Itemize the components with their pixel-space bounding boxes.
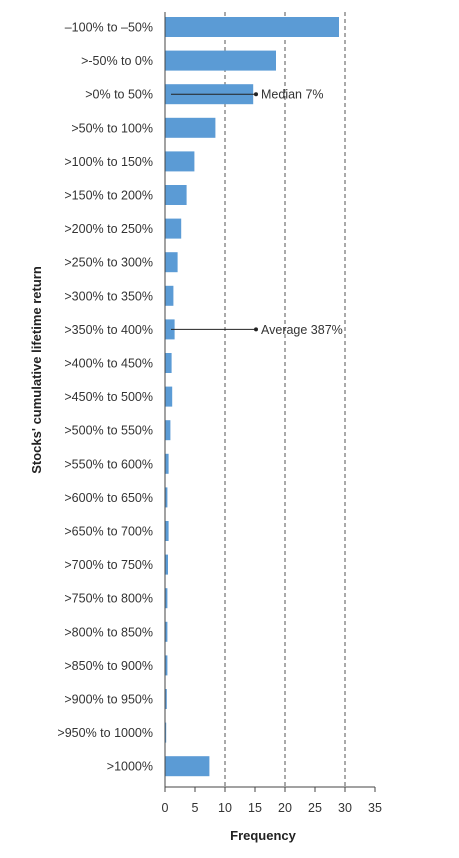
category-label-21: >950% to 1000%	[57, 726, 153, 740]
category-label-14: >600% to 650%	[64, 491, 153, 505]
category-label-8: >300% to 350%	[64, 289, 153, 303]
x-axis: 0 5 10 15 20 25 30 35	[162, 12, 382, 815]
bar-13	[165, 453, 169, 474]
category-label-6: >200% to 250%	[64, 222, 153, 236]
bar-9	[165, 319, 175, 340]
annotation-dot-0	[254, 92, 258, 97]
x-tick-label-30: 30	[338, 801, 352, 815]
category-label-5: >150% to 200%	[64, 189, 153, 203]
category-label-19: >850% to 900%	[64, 659, 153, 673]
x-tick-label-0: 0	[162, 801, 169, 815]
category-label-15: >650% to 700%	[64, 525, 153, 539]
category-label-16: >700% to 750%	[64, 558, 153, 572]
category-label-7: >250% to 300%	[64, 256, 153, 270]
bar-3	[165, 117, 216, 138]
category-label-11: >450% to 500%	[64, 390, 153, 404]
y-axis-title: Stocks' cumulative lifetime return	[29, 266, 44, 474]
annotation-label-0: Median 7%	[261, 88, 324, 102]
category-label-4: >100% to 150%	[64, 155, 153, 169]
category-label-18: >800% to 850%	[64, 625, 153, 639]
category-label-13: >550% to 600%	[64, 457, 153, 471]
category-label-10: >400% to 450%	[64, 357, 153, 371]
x-axis-title: Frequency	[230, 828, 297, 843]
category-label-9: >350% to 400%	[64, 323, 153, 337]
bar-12	[165, 420, 171, 441]
bar-19	[165, 655, 168, 676]
bar-18	[165, 621, 168, 642]
annotation-label-1: Average 387%	[261, 323, 343, 337]
category-label-20: >900% to 950%	[64, 693, 153, 707]
bar-11	[165, 386, 173, 407]
bar-17	[165, 588, 168, 609]
category-label-17: >750% to 800%	[64, 592, 153, 606]
x-tick-label-15: 15	[248, 801, 262, 815]
annotations: Median 7% Average 387%	[171, 88, 343, 337]
category-label-12: >500% to 550%	[64, 424, 153, 438]
gridlines	[224, 12, 346, 787]
x-tick-label-25: 25	[308, 801, 322, 815]
bar-14	[165, 487, 168, 508]
x-tick-label-20: 20	[278, 801, 292, 815]
bar-5	[165, 185, 187, 205]
bar-1	[165, 50, 276, 71]
bar-6	[165, 218, 182, 239]
x-tick-label-5: 5	[192, 801, 199, 815]
bar-21	[165, 722, 167, 743]
bar-4	[165, 151, 195, 172]
category-label-0: –100% to –50%	[65, 21, 153, 35]
bar-16	[165, 554, 168, 575]
category-label-3: >50% to 100%	[71, 121, 153, 135]
category-label-1: >-50% to 0%	[81, 54, 153, 68]
bar-22	[165, 756, 210, 777]
bar-7	[165, 252, 178, 273]
category-label-2: >0% to 50%	[85, 88, 153, 102]
bar-10	[165, 353, 172, 373]
x-tick-label-35: 35	[368, 801, 382, 815]
annotation-dot-1	[254, 327, 258, 332]
bar-8	[165, 285, 174, 306]
category-label-22: >1000%	[107, 760, 153, 774]
bars	[165, 17, 339, 777]
bar-0	[165, 17, 339, 37]
category-labels: –100% to –50% >-50% to 0% >0% to 50% >50% t…	[57, 21, 153, 774]
bar-20	[165, 689, 167, 709]
bar-15	[165, 521, 169, 541]
x-tick-label-10: 10	[218, 801, 232, 815]
